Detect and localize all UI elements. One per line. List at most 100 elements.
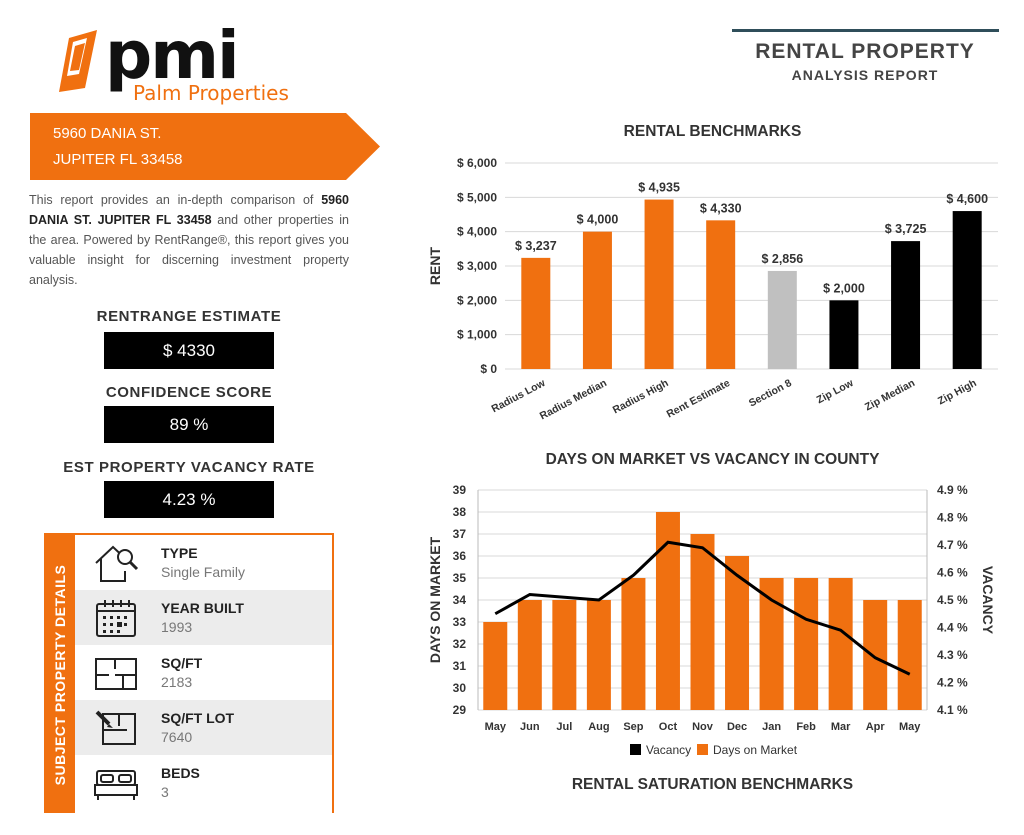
bar [521,257,551,369]
bar [863,600,888,710]
bar-value-label: $ 2,000 [823,281,865,295]
y2-tick-label: 4.3 % [937,648,968,662]
y2-tick-label: 4.1 % [937,703,968,717]
y2-tick-label: 4.2 % [937,676,968,690]
days-on-market-title: DAYS ON MARKET VS VACANCY IN COUNTY [545,451,880,468]
x-tick-label: Radius Median [538,377,609,422]
address-line-2: JUPITER FL 33458 [53,151,183,168]
x-tick-label: Aug [588,721,609,733]
bar [725,556,750,710]
detail-row-year-built: YEAR BUILT 1993 [75,590,332,645]
vacancy-rate-label: EST PROPERTY VACANCY RATE [63,459,315,476]
bar [517,600,542,710]
y2-tick-label: 4.7 % [937,538,968,552]
detail-value: 7640 [161,729,193,745]
y-tick-label: 31 [453,659,467,673]
x-tick-label: Radius High [611,377,671,416]
y-tick-label: $ 0 [480,362,497,376]
bar [621,578,646,710]
house-search-icon [95,545,139,582]
y-tick-label: 34 [453,593,467,607]
bed-icon [94,770,138,800]
x-tick-label: Jan [762,721,781,733]
calendar-icon [96,600,136,637]
detail-row-type: TYPE Single Family [75,535,332,590]
legend-swatch-days [697,744,708,755]
rental-saturation-title: RENTAL SATURATION BENCHMARKS [571,776,854,793]
confidence-score-label: CONFIDENCE SCORE [105,384,273,401]
bar [644,199,674,369]
y-tick-label: 32 [453,637,467,651]
x-tick-label: May [899,721,921,733]
detail-row-sqft: SQ/FT 2183 [75,645,332,700]
x-tick-label: Dec [727,721,747,733]
y-tick-label: $ 1,000 [457,328,497,342]
detail-label: BEDS [161,765,200,781]
y-tick-label: 30 [453,681,467,695]
x-tick-label: May [485,721,507,733]
legend-label-vacancy: Vacancy [646,743,691,757]
y2-axis-label: VACANCY [980,566,996,635]
intro-text-after: and other properties in the area. Powere… [29,213,349,287]
detail-label: TYPE [161,545,198,561]
x-tick-label: Rent Estimate [665,377,733,421]
logo-subtitle: Palm Properties [133,81,289,105]
bar [767,270,797,369]
y-tick-label: 39 [453,483,467,497]
y-tick-label: 37 [453,527,467,541]
y-tick-label: $ 6,000 [457,156,497,170]
detail-value: Single Family [161,564,246,580]
rental-benchmarks-title: RENTAL BENCHMARKS [623,123,802,140]
address-banner: 5960 DANIA ST. JUPITER FL 33458 [30,113,380,180]
x-tick-label: Jun [520,721,540,733]
y-tick-label: $ 5,000 [457,190,497,204]
x-tick-label: Jul [556,721,572,733]
vacancy-line [494,540,911,676]
detail-value: 3 [161,784,169,800]
report-title: RENTAL PROPERTY [755,40,975,63]
y2-tick-label: 4.8 % [937,511,968,525]
header-rule [732,29,999,32]
bar [586,600,611,710]
pmi-logo: pmi Palm Properties [55,17,315,110]
legend-swatch-vacancy [630,744,641,755]
bar [794,578,819,710]
bar [582,231,612,369]
y-tick-label: 35 [453,571,467,585]
logo-wordmark: pmi [105,17,240,94]
bar-value-label: $ 4,600 [946,192,988,206]
logo-mark-icon [59,30,97,92]
bar [829,300,859,369]
detail-row-sqft-lot: SQ/FT LOT 7640 [75,700,332,755]
details-side-label: SUBJECT PROPERTY DETAILS [46,535,75,813]
floorplan-icon [95,658,137,690]
x-tick-label: Section 8 [747,377,794,410]
bar [759,578,784,710]
y2-tick-label: 4.9 % [937,483,968,497]
detail-value: 2183 [161,674,193,690]
bar-value-label: $ 3,725 [885,222,927,236]
intro-text-before: This report provides an in-depth compari… [29,193,322,207]
bar-value-label: $ 4,330 [700,201,742,215]
lot-plan-icon [95,710,136,745]
x-tick-label: Sep [623,721,643,733]
address-banner-shape [30,113,380,180]
x-tick-label: Zip High [936,377,979,407]
bar-value-label: $ 4,935 [638,181,680,195]
detail-label: SQ/FT LOT [161,710,235,726]
y2-tick-label: 4.4 % [937,621,968,635]
y-tick-label: 38 [453,505,467,519]
y-tick-label: 36 [453,549,467,563]
x-tick-label: Feb [796,721,816,733]
intro-paragraph: This report provides an in-depth compari… [29,190,349,290]
bar-value-label: $ 2,856 [761,252,803,266]
x-tick-label: Apr [866,721,886,733]
vacancy-rate-value: 4.23 % [104,481,274,518]
rentrange-estimate-label: RENTRANGE ESTIMATE [96,308,282,325]
y-tick-label: $ 2,000 [457,293,497,307]
report-subtitle: ANALYSIS REPORT [791,67,939,83]
x-tick-label: Mar [831,721,851,733]
y2-tick-label: 4.6 % [937,566,968,580]
days-on-market-vacancy-chart: 29 30 31 32 33 34 35 36 37 38 39 4.1 % 4.2 % 4.3 % 4.4… [427,483,996,757]
detail-value: 1993 [161,619,193,635]
